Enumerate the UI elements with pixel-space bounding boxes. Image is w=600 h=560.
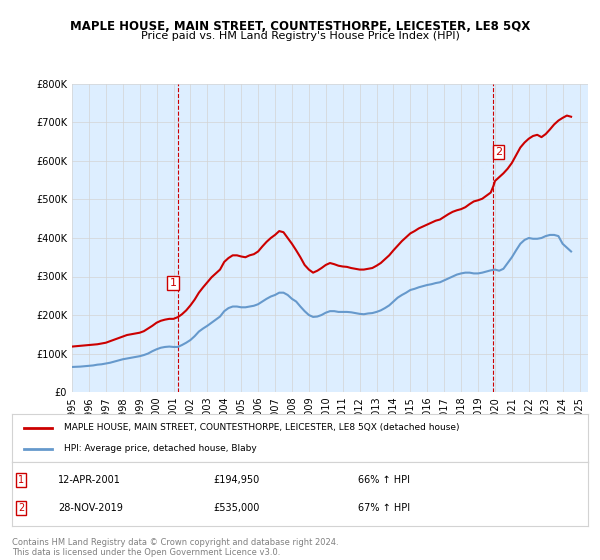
Text: 12-APR-2001: 12-APR-2001 bbox=[58, 475, 121, 485]
Text: 2: 2 bbox=[495, 147, 502, 157]
Text: 28-NOV-2019: 28-NOV-2019 bbox=[58, 503, 123, 514]
Text: Contains HM Land Registry data © Crown copyright and database right 2024.
This d: Contains HM Land Registry data © Crown c… bbox=[12, 538, 338, 557]
Text: MAPLE HOUSE, MAIN STREET, COUNTESTHORPE, LEICESTER, LE8 5QX (detached house): MAPLE HOUSE, MAIN STREET, COUNTESTHORPE,… bbox=[64, 423, 460, 432]
Text: HPI: Average price, detached house, Blaby: HPI: Average price, detached house, Blab… bbox=[64, 444, 257, 453]
Text: 1: 1 bbox=[18, 475, 24, 485]
Text: MAPLE HOUSE, MAIN STREET, COUNTESTHORPE, LEICESTER, LE8 5QX: MAPLE HOUSE, MAIN STREET, COUNTESTHORPE,… bbox=[70, 20, 530, 32]
Text: 1: 1 bbox=[170, 278, 176, 288]
Text: 2: 2 bbox=[18, 503, 24, 514]
Text: £194,950: £194,950 bbox=[214, 475, 260, 485]
Text: 66% ↑ HPI: 66% ↑ HPI bbox=[358, 475, 410, 485]
Text: £535,000: £535,000 bbox=[214, 503, 260, 514]
Text: Price paid vs. HM Land Registry's House Price Index (HPI): Price paid vs. HM Land Registry's House … bbox=[140, 31, 460, 41]
Text: 67% ↑ HPI: 67% ↑ HPI bbox=[358, 503, 410, 514]
